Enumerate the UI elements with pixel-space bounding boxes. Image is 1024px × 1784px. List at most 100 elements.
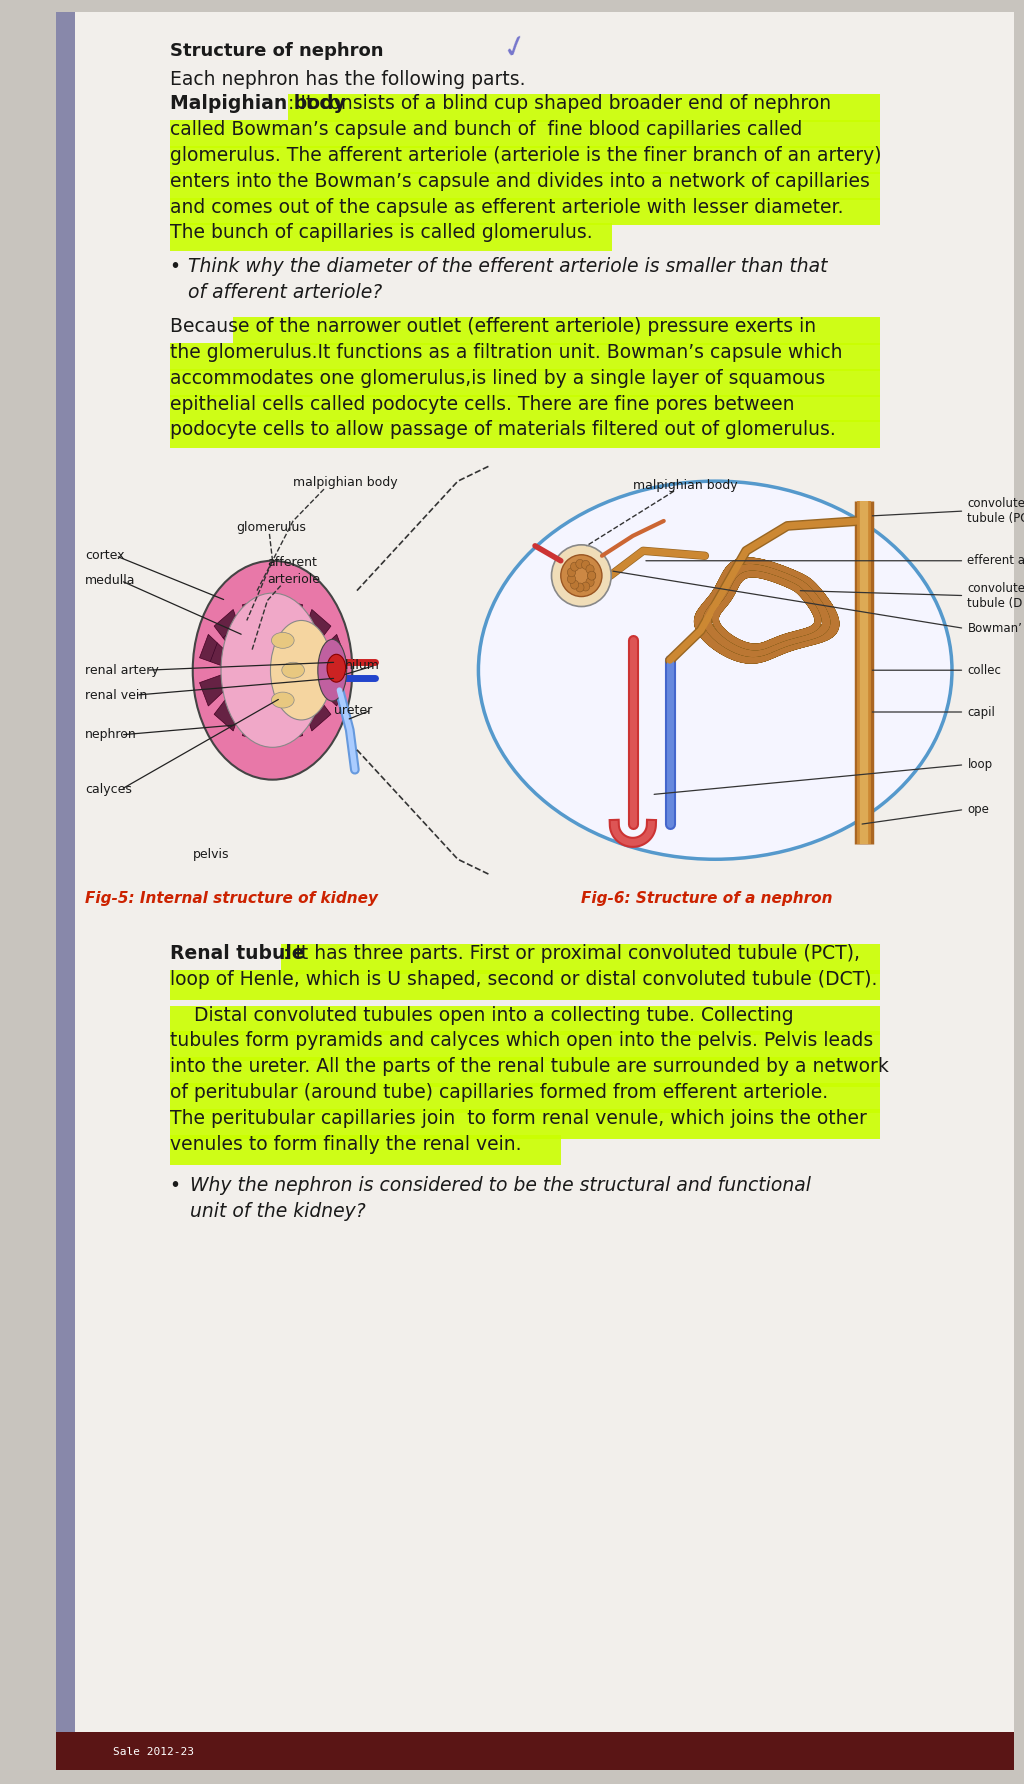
Text: enters into the Bowman’s capsule and divides into a network of capillaries: enters into the Bowman’s capsule and div… [170, 171, 869, 191]
Polygon shape [278, 599, 303, 690]
Ellipse shape [221, 592, 324, 747]
Text: loop: loop [968, 758, 992, 771]
Bar [281, 944, 880, 974]
Ellipse shape [588, 571, 596, 580]
Text: of peritubular (around tube) capillaries formed from efferent arteriole.: of peritubular (around tube) capillaries… [170, 1083, 827, 1103]
Polygon shape [292, 635, 345, 676]
Ellipse shape [478, 482, 952, 860]
Text: pelvis: pelvis [193, 847, 229, 862]
Text: podocyte cells to allow passage of materials filtered out of glomerulus.: podocyte cells to allow passage of mater… [170, 421, 836, 439]
Text: into the ureter. All the parts of the renal tubule are surrounded by a network: into the ureter. All the parts of the re… [170, 1058, 889, 1076]
Ellipse shape [567, 567, 575, 576]
Ellipse shape [327, 655, 346, 681]
Text: afferent: afferent [267, 557, 317, 569]
Text: Fig-5: Internal structure of kidney: Fig-5: Internal structure of kidney [85, 892, 378, 906]
Text: Distal convoluted tubules open into a collecting tube. Collecting: Distal convoluted tubules open into a co… [170, 1006, 794, 1024]
Ellipse shape [570, 562, 579, 571]
Ellipse shape [282, 662, 304, 678]
Bar [170, 1083, 880, 1113]
Polygon shape [243, 599, 267, 690]
Text: convoluted
tubule (PCT): convoluted tubule (PCT) [968, 498, 1024, 524]
Polygon shape [243, 651, 267, 742]
Text: ✓: ✓ [499, 30, 531, 64]
Text: ureter: ureter [334, 703, 373, 717]
Ellipse shape [570, 580, 579, 589]
Bar [170, 1031, 880, 1061]
Text: convolute
tubule (D: convolute tubule (D [968, 582, 1024, 610]
Bar [170, 1058, 880, 1086]
Text: Malpighian body: Malpighian body [170, 95, 345, 112]
Ellipse shape [270, 621, 332, 721]
Bar [233, 318, 880, 344]
Ellipse shape [586, 578, 594, 587]
Bar [170, 1135, 561, 1165]
Text: The peritubular capillaries join  to form renal venule, which joins the other: The peritubular capillaries join to form… [170, 1110, 866, 1127]
Polygon shape [200, 664, 253, 706]
Text: glomerulus. The afferent arteriole (arteriole is the finer branch of an artery): glomerulus. The afferent arteriole (arte… [170, 146, 881, 164]
Text: and comes out of the capsule as efferent arteriole with lesser diameter.: and comes out of the capsule as efferent… [170, 198, 843, 216]
Polygon shape [278, 651, 303, 742]
Text: Fig-6: Structure of a nephron: Fig-6: Structure of a nephron [582, 892, 833, 906]
Polygon shape [214, 655, 259, 731]
Text: venules to form finally the renal vein.: venules to form finally the renal vein. [170, 1135, 521, 1154]
Text: Because of the narrower outlet (efferent arteriole) pressure exerts in: Because of the narrower outlet (efferent… [170, 318, 816, 335]
Text: capil: capil [968, 705, 995, 719]
Ellipse shape [575, 560, 584, 569]
Text: loop of Henle, which is U shaped, second or distal convoluted tubule (DCT).: loop of Henle, which is U shaped, second… [170, 970, 877, 988]
Bar [170, 171, 880, 200]
Bar [170, 369, 880, 396]
Bar [170, 970, 880, 999]
Text: arteriole: arteriole [267, 573, 321, 585]
Text: •: • [170, 257, 180, 277]
Text: renal vein: renal vein [85, 689, 147, 701]
Text: Structure of nephron: Structure of nephron [170, 43, 383, 61]
Text: calyces: calyces [85, 783, 132, 796]
Ellipse shape [575, 583, 584, 592]
Text: tubules form pyramids and calyces which open into the pelvis. Pelvis leads: tubules form pyramids and calyces which … [170, 1031, 872, 1051]
Text: called Bowman’s capsule and bunch of  fine blood capillaries called: called Bowman’s capsule and bunch of fin… [170, 120, 802, 139]
Text: unit of the kidney?: unit of the kidney? [190, 1202, 366, 1220]
Text: glomerulus: glomerulus [237, 521, 306, 533]
Text: malpighian body: malpighian body [293, 476, 397, 489]
Text: Renal tubule: Renal tubule [170, 944, 304, 963]
Ellipse shape [317, 639, 347, 701]
Text: Think why the diameter of the efferent arteriole is smaller than that: Think why the diameter of the efferent a… [188, 257, 827, 277]
Text: of afferent arteriole?: of afferent arteriole? [188, 284, 382, 301]
Text: malpighian body: malpighian body [633, 480, 737, 492]
Text: Sale 2012-23: Sale 2012-23 [113, 1747, 194, 1757]
Text: Each nephron has the following parts.: Each nephron has the following parts. [170, 70, 525, 89]
Ellipse shape [271, 632, 294, 648]
Bar [288, 95, 880, 121]
Text: : It consists of a blind cup shaped broader end of nephron: : It consists of a blind cup shaped broa… [288, 95, 831, 112]
Ellipse shape [582, 582, 590, 591]
Ellipse shape [271, 692, 294, 708]
Text: epithelial cells called podocyte cells. There are fine pores between: epithelial cells called podocyte cells. … [170, 394, 794, 414]
Text: ope: ope [968, 803, 989, 815]
Text: medulla: medulla [85, 574, 135, 587]
Polygon shape [214, 610, 259, 685]
Ellipse shape [561, 555, 602, 596]
Ellipse shape [582, 560, 590, 569]
Bar [170, 198, 880, 225]
Ellipse shape [552, 544, 611, 607]
Ellipse shape [586, 566, 594, 574]
Text: efferent arte: efferent arte [968, 555, 1024, 567]
Text: accommodates one glomerulus,is lined by a single layer of squamous: accommodates one glomerulus,is lined by … [170, 369, 824, 387]
Text: Why the nephron is considered to be the structural and functional: Why the nephron is considered to be the … [190, 1176, 811, 1195]
Bar [56, 12, 75, 1770]
Bar [170, 1110, 880, 1138]
Ellipse shape [588, 571, 596, 580]
Text: renal artery: renal artery [85, 664, 159, 676]
Bar [170, 120, 880, 148]
Bar [170, 146, 880, 173]
Polygon shape [292, 664, 345, 706]
Text: •: • [170, 1176, 180, 1195]
Bar [170, 421, 880, 448]
Text: cortex: cortex [85, 549, 125, 562]
Text: Bowman’: Bowman’ [968, 623, 1022, 635]
Ellipse shape [193, 560, 352, 780]
Bar [170, 343, 880, 371]
Text: : It has three parts. First or proximal convoluted tubule (PCT),: : It has three parts. First or proximal … [283, 944, 860, 963]
Bar [170, 1006, 880, 1035]
Text: nephron: nephron [85, 728, 137, 742]
